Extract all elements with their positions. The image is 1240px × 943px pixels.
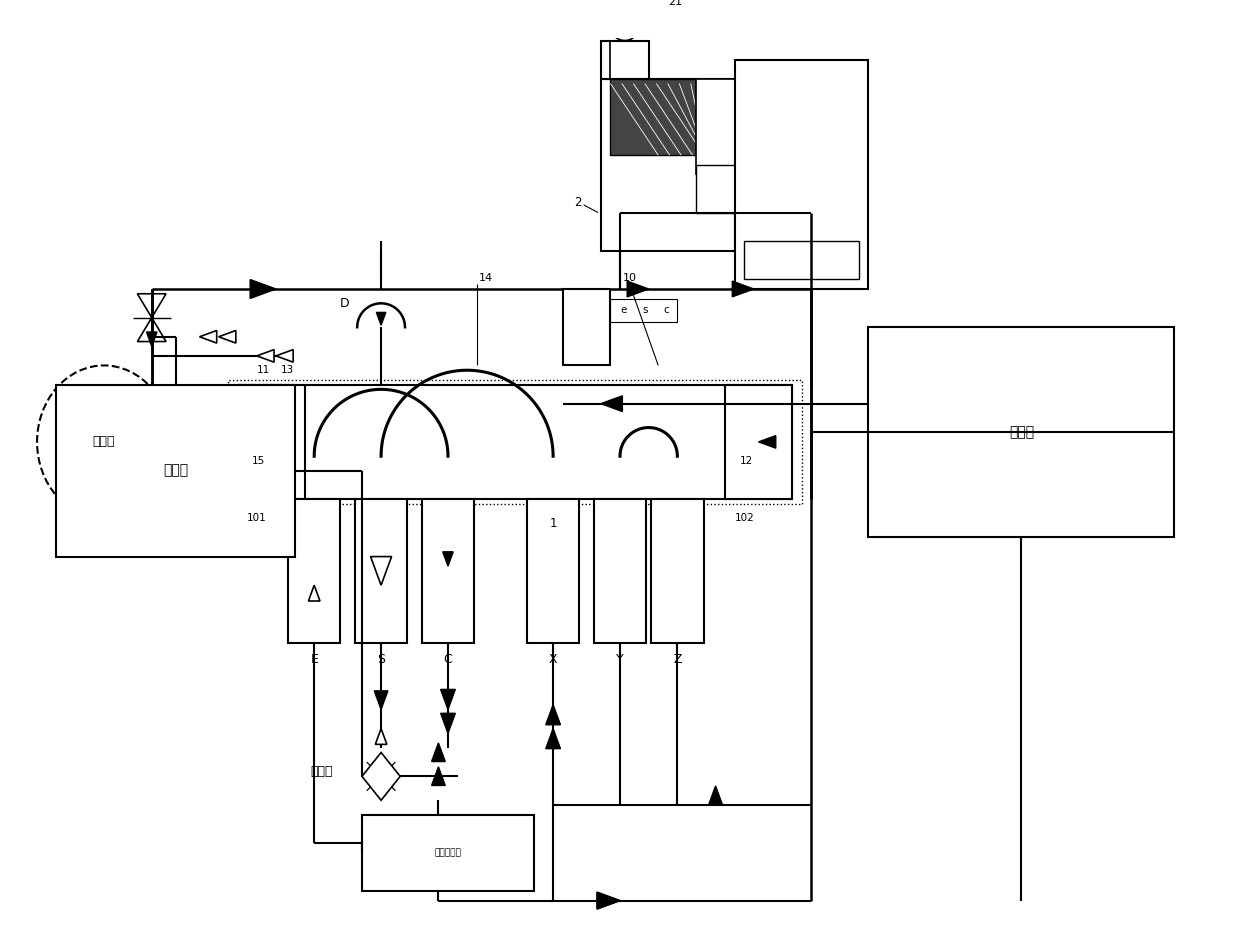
- Bar: [563, 289, 610, 366]
- Text: e: e: [620, 305, 626, 315]
- FancyBboxPatch shape: [880, 464, 1162, 521]
- Bar: [594, 499, 646, 642]
- Bar: [868, 327, 1174, 538]
- Polygon shape: [709, 786, 723, 804]
- Bar: [610, 299, 677, 323]
- Bar: [362, 815, 534, 891]
- Polygon shape: [440, 689, 455, 709]
- Text: c: c: [663, 305, 668, 315]
- Polygon shape: [546, 704, 560, 725]
- Bar: [238, 385, 792, 499]
- Text: Y: Y: [616, 653, 624, 667]
- Polygon shape: [432, 743, 445, 762]
- Text: Z: Z: [673, 653, 682, 667]
- Text: C: C: [444, 653, 453, 667]
- Bar: [422, 499, 474, 642]
- Text: 室内机: 室内机: [164, 464, 188, 477]
- Polygon shape: [376, 729, 387, 744]
- Bar: [697, 165, 754, 212]
- Polygon shape: [546, 729, 560, 749]
- Text: 1: 1: [549, 517, 557, 530]
- Polygon shape: [277, 350, 293, 362]
- Text: 压缩机: 压缩机: [93, 436, 115, 448]
- Polygon shape: [371, 556, 392, 586]
- Polygon shape: [146, 332, 157, 346]
- FancyBboxPatch shape: [368, 823, 527, 883]
- Bar: [725, 385, 792, 499]
- Bar: [228, 380, 801, 504]
- Text: S: S: [377, 653, 386, 667]
- Bar: [601, 79, 734, 251]
- Text: 膨胀阀: 膨胀阀: [311, 765, 334, 778]
- Bar: [56, 385, 295, 556]
- Bar: [744, 241, 859, 279]
- Text: 15: 15: [252, 456, 265, 466]
- Polygon shape: [138, 294, 166, 318]
- Text: 13: 13: [280, 365, 294, 375]
- Text: 21: 21: [668, 0, 682, 8]
- Text: 2: 2: [574, 196, 582, 209]
- Polygon shape: [440, 713, 455, 734]
- Polygon shape: [374, 691, 388, 709]
- Text: 储液滤清器: 储液滤清器: [434, 849, 461, 857]
- Text: 12: 12: [739, 456, 753, 466]
- Bar: [288, 499, 341, 642]
- Bar: [601, 41, 649, 79]
- Bar: [527, 499, 579, 642]
- Polygon shape: [362, 753, 401, 801]
- FancyBboxPatch shape: [880, 349, 1162, 405]
- Text: X: X: [549, 653, 558, 667]
- Bar: [238, 385, 305, 499]
- Text: 10: 10: [622, 273, 636, 283]
- Bar: [651, 499, 703, 642]
- Polygon shape: [598, 892, 620, 909]
- Polygon shape: [138, 318, 166, 341]
- FancyBboxPatch shape: [66, 432, 285, 469]
- Bar: [734, 59, 868, 289]
- Polygon shape: [733, 281, 754, 297]
- FancyBboxPatch shape: [880, 406, 1162, 463]
- Polygon shape: [601, 396, 622, 411]
- Polygon shape: [627, 281, 649, 297]
- Polygon shape: [218, 330, 236, 343]
- Text: 102: 102: [734, 513, 754, 523]
- FancyBboxPatch shape: [66, 505, 285, 542]
- Text: 室外机: 室外机: [1009, 425, 1034, 439]
- FancyBboxPatch shape: [66, 395, 285, 433]
- Polygon shape: [432, 767, 445, 786]
- Text: 11: 11: [257, 365, 270, 375]
- FancyBboxPatch shape: [66, 468, 285, 505]
- Text: s: s: [642, 305, 647, 315]
- Text: 101: 101: [247, 513, 267, 523]
- Bar: [355, 499, 408, 642]
- Text: 14: 14: [479, 273, 494, 283]
- Polygon shape: [759, 436, 776, 448]
- Polygon shape: [309, 586, 320, 601]
- Text: E: E: [310, 653, 319, 667]
- Text: D: D: [340, 297, 350, 310]
- Polygon shape: [257, 350, 274, 362]
- Polygon shape: [443, 552, 454, 566]
- Polygon shape: [598, 892, 620, 909]
- Polygon shape: [200, 330, 217, 343]
- Polygon shape: [377, 312, 386, 325]
- Bar: [610, 79, 706, 156]
- Bar: [697, 79, 754, 174]
- Polygon shape: [250, 279, 277, 298]
